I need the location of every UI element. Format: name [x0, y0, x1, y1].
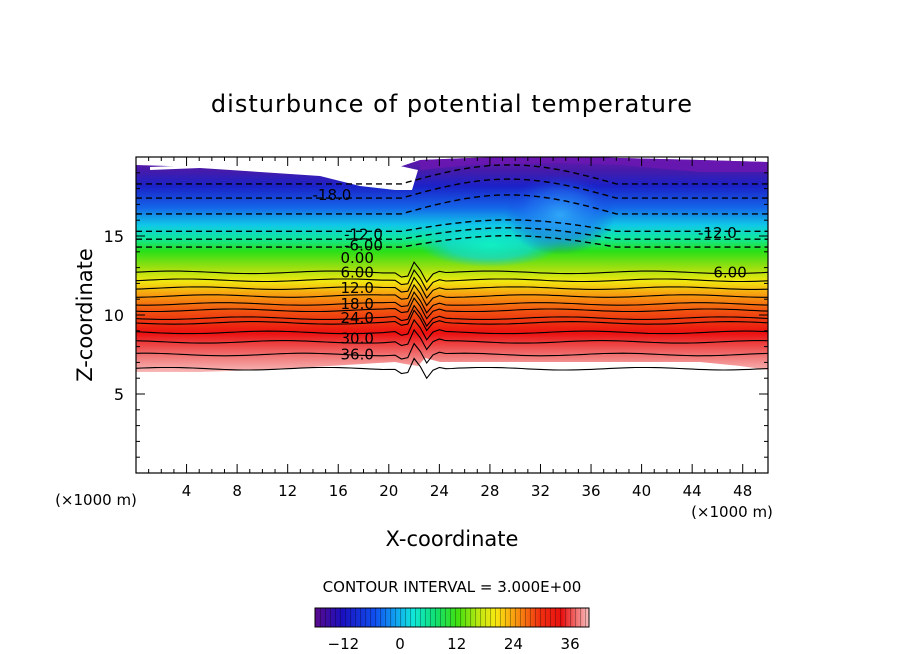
dashed-contour [136, 235, 768, 248]
x-tick-label: 40 [632, 482, 651, 500]
colorbar-tick-label: 24 [504, 635, 523, 653]
y-axis-ticks: 5 10 15 [104, 172, 768, 458]
contour-label: 6.00 [340, 263, 373, 281]
solid-contour [136, 318, 768, 341]
contour-label: 30.0 [340, 330, 373, 348]
x-tick-label: 20 [379, 482, 398, 500]
y-tick-label: 15 [104, 227, 124, 246]
solid-contour-lines [136, 261, 768, 380]
contour-label: -6.00 [344, 236, 383, 254]
dashed-contour [136, 227, 768, 240]
solid-contour [136, 342, 768, 364]
colorbar-frame [314, 607, 590, 628]
y-tick-label: 10 [104, 306, 124, 325]
contour-label: 36.0 [340, 346, 373, 364]
x-tick-label: 12 [278, 482, 297, 500]
colorbar-ticks: −12 0 12 24 36 [328, 635, 580, 653]
contour-label: 0.00 [340, 249, 373, 267]
solid-contour [136, 357, 768, 380]
colorbar-tick-label: 12 [447, 635, 466, 653]
contour-label: -12.0 [344, 225, 383, 243]
solid-contour [136, 297, 768, 320]
x-unit-label-left: (×1000 m) [55, 491, 137, 509]
x-tick-label: 44 [683, 482, 702, 500]
colorbar-tick-label: −12 [328, 635, 360, 653]
temperature-field [136, 157, 768, 372]
x-tick-label: 32 [531, 482, 550, 500]
solid-contour [136, 283, 768, 307]
y-axis-title: Z-coordinate [73, 248, 97, 382]
x-tick-label: 24 [430, 482, 449, 500]
solid-contour [136, 304, 768, 327]
x-tick-label: 36 [581, 482, 600, 500]
contour-label: 24.0 [340, 309, 373, 327]
colorbar-stripes [315, 608, 589, 627]
dashed-contour [136, 194, 768, 215]
colorbar-tick-label: 36 [561, 635, 580, 653]
dashed-contour [136, 164, 768, 185]
solid-contour [136, 276, 768, 299]
solid-contour [136, 269, 768, 292]
dashed-contour [136, 219, 768, 232]
solid-contour [136, 328, 768, 351]
solid-contour [136, 261, 768, 283]
dashed-contour-lines [136, 164, 768, 248]
contour-label: 6.00 [713, 263, 746, 281]
contour-label: 18.0 [340, 295, 373, 313]
x-unit-label-right: (×1000 m) [691, 503, 773, 521]
contour-label: -12.0 [698, 224, 737, 242]
dashed-contour [136, 178, 768, 199]
chart-title: disturbunce of potential temperature [211, 90, 693, 118]
x-tick-label: 28 [480, 482, 499, 500]
colorbar-tick-label: 0 [395, 635, 405, 653]
x-tick-label: 16 [329, 482, 348, 500]
x-axis-title: X-coordinate [386, 527, 519, 551]
blue-plume [505, 175, 615, 255]
contour-label: -18.0 [313, 186, 352, 204]
upper-purple-band [420, 157, 768, 172]
contour-labels: 36.030.024.018.012.06.000.00-6.00-12.0-1… [313, 186, 747, 364]
y-tick-label: 5 [114, 385, 124, 404]
x-tick-label: 4 [182, 482, 192, 500]
solid-contour [136, 291, 768, 314]
contour-interval-text: CONTOUR INTERVAL = 3.000E+00 [323, 578, 582, 596]
x-tick-label: 48 [733, 482, 752, 500]
solid-contour [136, 309, 768, 332]
plot-field: 36.030.024.018.012.06.000.00-6.00-12.0-1… [136, 157, 768, 380]
contour-label: 12.0 [340, 279, 373, 297]
x-axis-ticks: 4 8 12 16 20 24 28 32 36 40 44 48 [148, 157, 756, 500]
colorbar: −12 0 12 24 36 [314, 607, 590, 653]
x-tick-label: 8 [232, 482, 242, 500]
